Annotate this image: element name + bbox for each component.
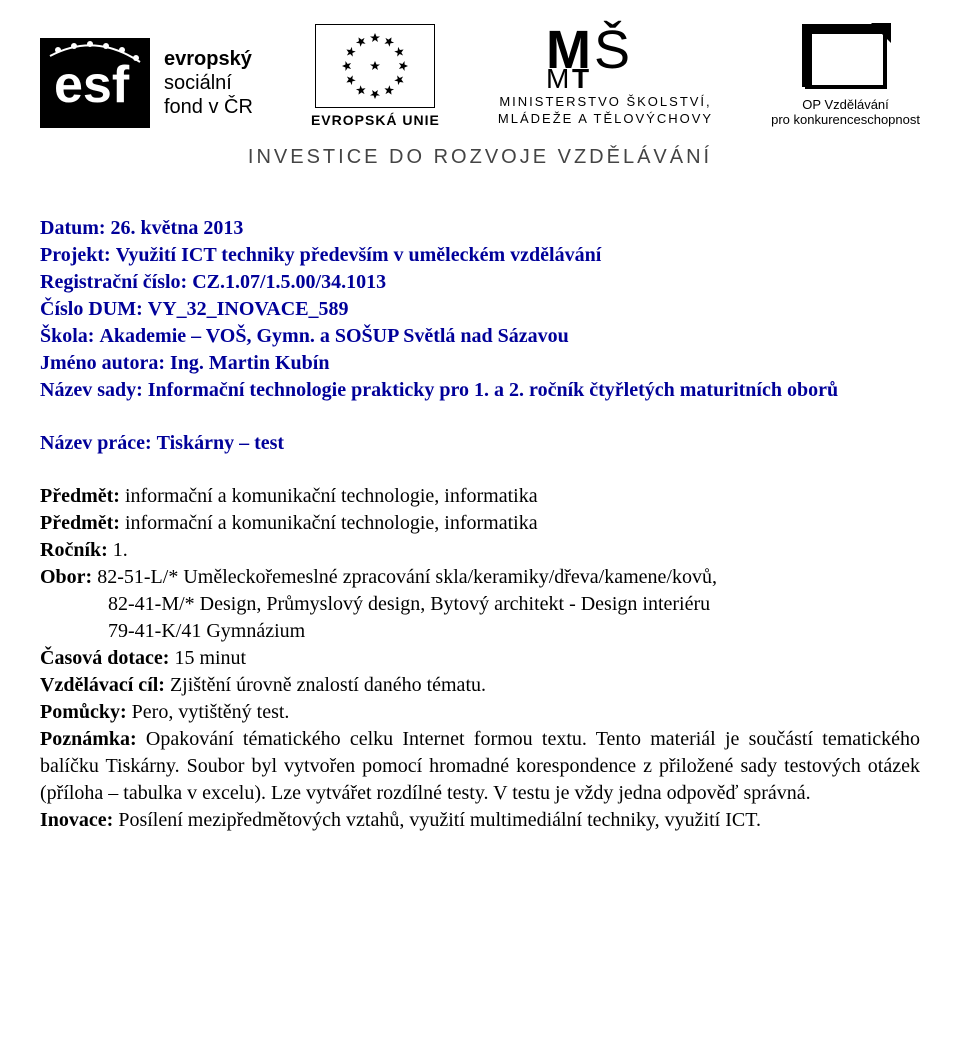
projekt-label: Projekt:	[40, 244, 111, 266]
inovace-label: Inovace:	[40, 809, 113, 831]
op-logo-icon: 2007-13	[801, 23, 891, 93]
document-page: esf evropský sociální fond v ČR	[0, 0, 960, 874]
line-obor: Obor: 82-51-L/* Uměleckořemeslné zpracov…	[40, 564, 920, 591]
line-inovace: Inovace: Posílení mezipředmětových vztah…	[40, 807, 920, 834]
line-prace: Název práce: Tiskárny – test	[40, 430, 920, 457]
cil-value: Zjištění úrovně znalostí daného tématu.	[170, 674, 486, 696]
op-label: OP Vzdělávání pro konkurenceschopnost	[771, 97, 920, 128]
line-autor: Jméno autora: Ing. Martin Kubín	[40, 350, 920, 377]
esf-logo-icon: esf	[40, 38, 150, 128]
predmet-value-1: informační a komunikační technologie, in…	[125, 485, 538, 507]
prace-value: Tiskárny – test	[157, 432, 284, 454]
esf-line1: evropský	[164, 47, 253, 71]
autor-label: Jméno autora:	[40, 352, 165, 374]
sada-value: Informační technologie prakticky pro 1. …	[148, 379, 838, 401]
eu-logo-block: EVROPSKÁ UNIE	[311, 24, 440, 128]
ministry-line1: MINISTERSTVO ŠKOLSTVÍ,	[499, 94, 711, 109]
ministry-label: MINISTERSTVO ŠKOLSTVÍ, MLÁDEŽE A TĚLOVÝC…	[498, 94, 713, 128]
eu-flag-icon	[315, 24, 435, 108]
datum-value: 26. května 2013	[111, 217, 244, 239]
op-line1: OP Vzdělávání	[802, 97, 888, 112]
rocnik-label: Ročník:	[40, 539, 108, 561]
logo-header-row: esf evropský sociální fond v ČR	[40, 20, 920, 128]
ministry-line2: MLÁDEŽE A TĚLOVÝCHOVY	[498, 111, 713, 126]
sada-label: Název sady:	[40, 379, 143, 401]
svg-text:T: T	[572, 63, 589, 90]
skola-label: Škola:	[40, 325, 94, 347]
obor-label: Obor:	[40, 566, 92, 588]
op-logo-block: 2007-13 OP Vzdělávání pro konkurencescho…	[771, 23, 920, 128]
line-casova: Časová dotace: 15 minut	[40, 645, 920, 672]
line-dum: Číslo DUM: VY_32_INOVACE_589	[40, 296, 920, 323]
poznamka-label: Poznámka:	[40, 728, 137, 750]
line-predmet1: Předmět: informační a komunikační techno…	[40, 483, 920, 510]
esf-line3: fond v ČR	[164, 95, 253, 119]
line-rocnik: Ročník: 1.	[40, 537, 920, 564]
ministry-logo-block: M Š M T MINISTERSTVO ŠKOLSTVÍ, MLÁDEŽE A…	[498, 20, 713, 128]
line-skola: Škola: Akademie – VOŠ, Gymn. a SOŠUP Svě…	[40, 323, 920, 350]
line-poznamka: Poznámka: Opakování tématického celku In…	[40, 726, 920, 807]
line-reg: Registrační číslo: CZ.1.07/1.5.00/34.101…	[40, 269, 920, 296]
pomucky-value: Pero, vytištěný test.	[132, 701, 290, 723]
svg-text:M: M	[546, 63, 569, 90]
datum-label: Datum:	[40, 217, 106, 239]
prace-label: Název práce:	[40, 432, 152, 454]
poznamka-value: Opakování tématického celku Internet for…	[40, 728, 920, 804]
reg-value: CZ.1.07/1.5.00/34.1013	[192, 271, 386, 293]
line-pomucky: Pomůcky: Pero, vytištěný test.	[40, 699, 920, 726]
inovace-value: Posílení mezipředmětových vztahů, využit…	[118, 809, 761, 831]
line-predmet2: Předmět: informační a komunikační techno…	[40, 510, 920, 537]
tagline: INVESTICE DO ROZVOJE VZDĚLÁVÁNÍ	[40, 146, 920, 169]
svg-text:esf: esf	[54, 56, 130, 114]
casova-value: 15 minut	[174, 647, 246, 669]
reg-label: Registrační číslo:	[40, 271, 187, 293]
op-line2: pro konkurenceschopnost	[771, 112, 920, 127]
casova-label: Časová dotace:	[40, 647, 169, 669]
pomucky-label: Pomůcky:	[40, 701, 127, 723]
predmet-label-2: Předmět:	[40, 512, 120, 534]
esf-line2: sociální	[164, 71, 253, 95]
document-content: Datum: 26. května 2013 Projekt: Využití …	[40, 215, 920, 834]
autor-value: Ing. Martin Kubín	[170, 352, 329, 374]
svg-text:Š: Š	[594, 20, 630, 80]
predmet-label-1: Předmět:	[40, 485, 120, 507]
eu-label: EVROPSKÁ UNIE	[311, 112, 440, 128]
line-datum: Datum: 26. května 2013	[40, 215, 920, 242]
projekt-value: Využití ICT techniky především v uměleck…	[116, 244, 602, 266]
esf-text: evropský sociální fond v ČR	[164, 47, 253, 119]
obor-line1: 82-51-L/* Uměleckořemeslné zpracování sk…	[97, 566, 717, 588]
line-sada: Název sady: Informační technologie prakt…	[40, 377, 920, 404]
line-cil: Vzdělávací cíl: Zjištění úrovně znalostí…	[40, 672, 920, 699]
dum-value: VY_32_INOVACE_589	[148, 298, 349, 320]
cil-label: Vzdělávací cíl:	[40, 674, 165, 696]
ministry-logo-icon: M Š M T	[546, 20, 666, 90]
predmet-value-2: informační a komunikační technologie, in…	[125, 512, 538, 534]
dum-label: Číslo DUM:	[40, 298, 143, 320]
line-projekt: Projekt: Využití ICT techniky především …	[40, 242, 920, 269]
obor-line3: 79-41-K/41 Gymnázium	[40, 618, 920, 645]
rocnik-value: 1.	[113, 539, 128, 561]
esf-logo-block: esf evropský sociální fond v ČR	[40, 38, 253, 128]
skola-value: Akademie – VOŠ, Gymn. a SOŠUP Světlá nad…	[99, 325, 568, 347]
obor-line2: 82-41-M/* Design, Průmyslový design, Byt…	[40, 591, 920, 618]
